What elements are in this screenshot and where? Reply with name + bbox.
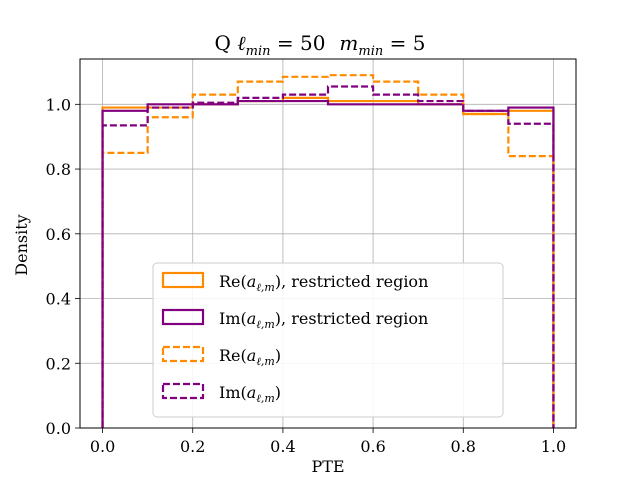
histogram-series-3 [101,74,555,428]
x-axis-label: PTE [311,457,344,476]
legend-label: Im(aℓ,m), restricted region [219,309,428,331]
x-tick-label: 0.8 [451,437,476,456]
y-tick-label: 0.6 [46,225,71,244]
y-tick-label: 0.0 [46,419,71,438]
legend-item: Re(aℓ,m) [161,345,281,368]
legend-box [152,262,504,418]
legend-label: Re(aℓ,m), restricted region [219,272,428,294]
x-tick-label: 0.0 [90,437,115,456]
legend-item: Im(aℓ,m) [161,382,281,405]
y-tick-label: 0.2 [46,354,71,373]
histogram-series-4 [101,85,555,428]
axes-frame [79,58,577,429]
y-tick-label: 0.4 [46,290,71,309]
legend-label: Im(aℓ,m) [219,383,281,405]
x-tick-label: 0.4 [270,437,295,456]
legend-swatch [161,345,205,363]
legend-item: Im(aℓ,m), restricted region [161,308,428,331]
legend-swatch [161,308,205,326]
y-tick-label: 1.0 [46,95,71,114]
x-tick-label: 0.6 [360,437,385,456]
legend-label: Re(aℓ,m) [219,346,281,368]
chart-title: Q ℓmin = 50 mmin = 5 [215,31,426,59]
series-layer [101,74,555,428]
x-tick-label: 1.0 [541,437,566,456]
legend: Re(aℓ,m), restricted region Im(aℓ,m), res… [152,262,504,418]
x-tick-label: 0.2 [180,437,205,456]
y-axis-label: Density [12,214,31,275]
legend-item: Re(aℓ,m), restricted region [161,271,428,294]
legend-swatch [161,382,205,400]
y-tick-label: 0.8 [46,160,71,179]
ticks-layer: 0.0 0.2 0.4 0.6 0.8 1.0 0.0 0.2 0.4 0.6 0.8 1.0 [46,95,567,456]
legend-swatch [161,271,205,289]
